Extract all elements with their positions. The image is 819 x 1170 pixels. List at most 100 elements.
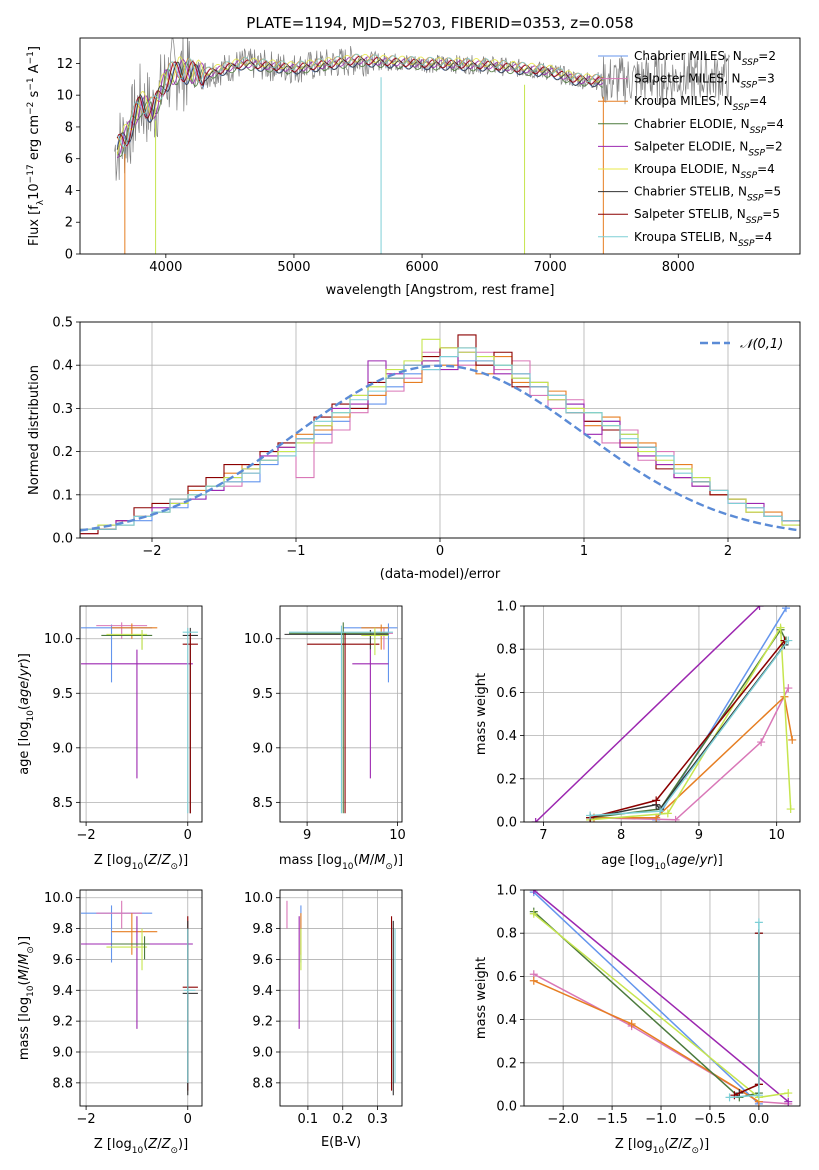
x-tick-label: −2 — [77, 1112, 96, 1127]
y-tick-label: 6 — [65, 152, 73, 167]
label-part: ( — [664, 1137, 669, 1152]
label-part: A — [27, 64, 42, 77]
label-part: / — [157, 853, 162, 868]
errorbar-point — [182, 633, 198, 814]
series-marker — [725, 1093, 734, 1102]
errorbar-point — [96, 900, 143, 929]
x-tick-label: −0.5 — [694, 1112, 726, 1127]
label-part: =5 — [764, 185, 782, 199]
label-part: yr — [17, 662, 32, 678]
y-tick-label: 8.5 — [52, 796, 73, 811]
label-part: ( — [143, 1137, 148, 1152]
y-tick-label: 2 — [65, 216, 73, 231]
x-axis-label: Z [log10(Z/Z⊙)] — [615, 1137, 709, 1156]
label-part: Z [log — [94, 853, 132, 868]
x-tick-label: 10 — [389, 828, 406, 843]
series-marker — [788, 735, 797, 744]
y-tick-label: 9.8 — [252, 922, 273, 937]
observed-spectrum-line — [114, 38, 730, 181]
y-tick-label: 9.2 — [252, 1015, 273, 1030]
label-part: ⊙ — [691, 1146, 699, 1156]
model-spectrum-line — [116, 53, 604, 148]
series-marker — [652, 796, 661, 805]
y-tick-label: 9.0 — [52, 741, 73, 756]
y-tick-label: 8 — [65, 120, 73, 135]
errorbar-point — [183, 928, 196, 1083]
y-tick-label: 0.6 — [496, 686, 517, 701]
label-part: Chabrier MILES, N — [634, 49, 742, 63]
y-tick-label: 0.8 — [496, 643, 517, 658]
y-tick-label: 9.8 — [52, 922, 73, 937]
label-part: )] — [713, 853, 723, 868]
label-part: Z [log — [94, 1137, 132, 1152]
x-tick-label: 8 — [617, 828, 625, 843]
errorbar-point — [101, 630, 153, 650]
label-part: M — [359, 853, 370, 868]
y-tick-label: 9.5 — [52, 687, 73, 702]
errorbar-point — [81, 649, 193, 779]
y-tick-label: 0.1 — [52, 488, 73, 503]
y-tick-label: 0.0 — [496, 816, 517, 831]
tick-labels: 0.1 0.2 0.3 8.8 9.0 9.2 9.4 9.6 9.8 10.0 — [244, 891, 388, 1127]
y-axis-label: age [log10(age/yr)] — [17, 653, 36, 775]
series-marker — [784, 1097, 793, 1106]
y-tick-label: 0.3 — [52, 402, 73, 417]
label-part: SSP — [742, 58, 759, 68]
errorbar-point — [96, 622, 148, 639]
series-marker — [671, 815, 680, 822]
x-tick-label: 0.1 — [298, 1112, 319, 1127]
x-axis-label: mass [log10(M/M⊙)] — [279, 853, 403, 872]
label-part: =3 — [757, 72, 775, 86]
errorbar-point — [111, 623, 158, 639]
y-tick-label: 9.4 — [252, 984, 273, 999]
errorbar-point — [289, 625, 393, 814]
y-tick-label: 0.2 — [496, 772, 517, 787]
x-tick-label: 0.0 — [749, 1112, 770, 1127]
y-tick-label: 0.4 — [52, 359, 73, 374]
label-part: )] — [699, 1137, 709, 1152]
errorbar-points — [81, 622, 198, 814]
label-part: ( — [666, 853, 671, 868]
label-part: Z — [147, 1137, 158, 1152]
label-part: age [log — [17, 722, 32, 775]
series-marker — [784, 636, 793, 645]
y-axis-label: mass [log10(M/M⊙)] — [17, 936, 36, 1060]
label-part: Salpeter ELODIE, N — [634, 139, 748, 153]
legend-label: Chabrier MILES, NSSP=2 — [634, 49, 776, 68]
y-tick-label: 0.0 — [52, 532, 73, 547]
series-lines — [531, 606, 797, 822]
label-part: M — [17, 969, 32, 980]
label-part: ⊙ — [26, 946, 36, 954]
y-tick-label: 0 — [65, 248, 73, 263]
x-axis-label: (data-model)/error — [380, 567, 501, 582]
y-tick-label: 0.6 — [496, 970, 517, 985]
label-part: Z — [682, 1137, 693, 1152]
series-marker — [757, 738, 766, 747]
label-part: ] — [27, 46, 42, 51]
label-part: 10 — [26, 985, 36, 997]
label-part: )] — [393, 853, 403, 868]
label-part: 10 — [27, 183, 42, 200]
errorbar-point — [106, 630, 148, 650]
y-tick-label: 8.8 — [252, 1076, 273, 1091]
label-part: / — [17, 964, 32, 969]
errorbar-point — [106, 928, 148, 971]
y-tick-label: 0.0 — [496, 1100, 517, 1115]
y-tick-label: 10 — [56, 89, 73, 104]
legend-label: Kroupa STELIB, NSSP=4 — [634, 230, 772, 249]
series-lines — [529, 890, 793, 1106]
legend-label: Chabrier ELODIE, NSSP=4 — [634, 117, 784, 136]
label-part: / — [370, 853, 375, 868]
series-marker — [755, 606, 764, 610]
y-tick-label: 0.5 — [52, 316, 73, 331]
x-tick-label: 6000 — [406, 260, 439, 275]
y-tick-label: 10.0 — [44, 891, 73, 906]
label-part: mass [log — [17, 997, 32, 1060]
series-marker — [754, 918, 763, 927]
label-part: ( — [17, 705, 32, 710]
series-marker — [782, 606, 791, 613]
y-tick-label: 0.4 — [496, 1013, 517, 1028]
errorbar-point — [361, 627, 389, 656]
axes-frame — [279, 889, 403, 1107]
